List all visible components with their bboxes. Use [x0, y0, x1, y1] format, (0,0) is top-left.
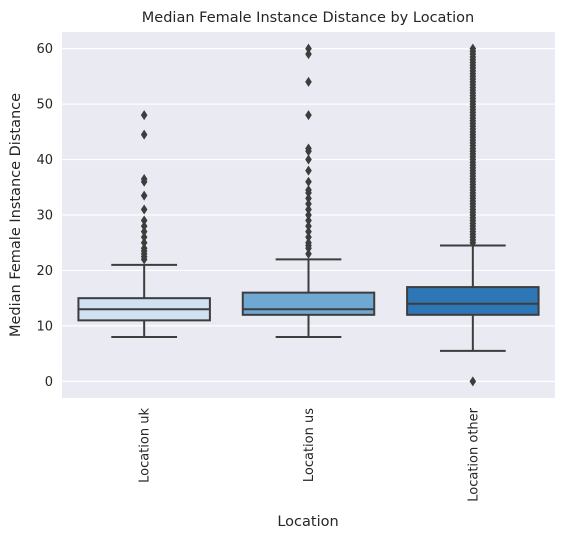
- outlier-point: [305, 232, 312, 243]
- outlier-point: [140, 221, 148, 232]
- outlier-point: [305, 110, 312, 121]
- outlier-point: [305, 237, 312, 248]
- outlier-point: [140, 204, 148, 215]
- y-tick-label: 40: [36, 153, 53, 168]
- x-tick-labels: Location uk Location us Location other: [138, 407, 482, 501]
- box-group: [406, 43, 540, 387]
- outlier-point: [305, 204, 312, 215]
- y-tick-label: 30: [36, 209, 53, 224]
- y-tick-label: 60: [36, 42, 53, 57]
- chart-title: Median Female Instance Distance by Locat…: [142, 10, 474, 26]
- box-group: [241, 43, 376, 338]
- outlier-point: [140, 226, 148, 237]
- x-tick-label: Location other: [466, 407, 481, 501]
- box-iqr: [406, 286, 540, 316]
- outlier-point: [140, 110, 148, 121]
- outlier-point: [305, 221, 312, 232]
- outlier-point: [305, 176, 312, 187]
- y-axis-label: Median Female Instance Distance: [8, 93, 24, 337]
- outlier-point: [140, 215, 148, 226]
- outlier-point: [140, 243, 148, 254]
- box-group: [77, 110, 211, 338]
- x-tick-label: Location us: [302, 408, 317, 482]
- outlier-point: [305, 154, 312, 165]
- outlier-point: [140, 190, 148, 201]
- outlier-point: [140, 237, 148, 248]
- outlier-point: [305, 215, 312, 226]
- outlier-point: [140, 173, 148, 184]
- outlier-point: [305, 193, 312, 204]
- outlier-point: [140, 129, 148, 140]
- outlier-point: [305, 210, 312, 220]
- outlier-point: [469, 376, 477, 387]
- boxes: [77, 43, 540, 387]
- y-tick-label: 0: [45, 375, 53, 390]
- outlier-point: [305, 49, 312, 60]
- x-tick-label: Location uk: [138, 408, 153, 483]
- outlier-point: [305, 226, 312, 237]
- outlier-point: [305, 76, 312, 87]
- outlier-point: [140, 232, 148, 243]
- y-tick-label: 10: [36, 319, 53, 334]
- outlier-point: [305, 248, 312, 259]
- outlier-point: [469, 43, 477, 54]
- y-tick-labels: 0 10 20 30 40 50 60: [36, 42, 53, 390]
- outlier-point: [305, 165, 312, 176]
- box-iqr: [241, 291, 376, 316]
- y-tick-label: 20: [36, 264, 53, 279]
- outlier-point: [305, 198, 312, 209]
- x-axis-label: Location: [277, 514, 338, 530]
- outlier-point: [305, 185, 312, 196]
- outlier-point: [305, 43, 312, 54]
- y-tick-label: 50: [36, 98, 53, 113]
- outlier-point: [305, 143, 312, 154]
